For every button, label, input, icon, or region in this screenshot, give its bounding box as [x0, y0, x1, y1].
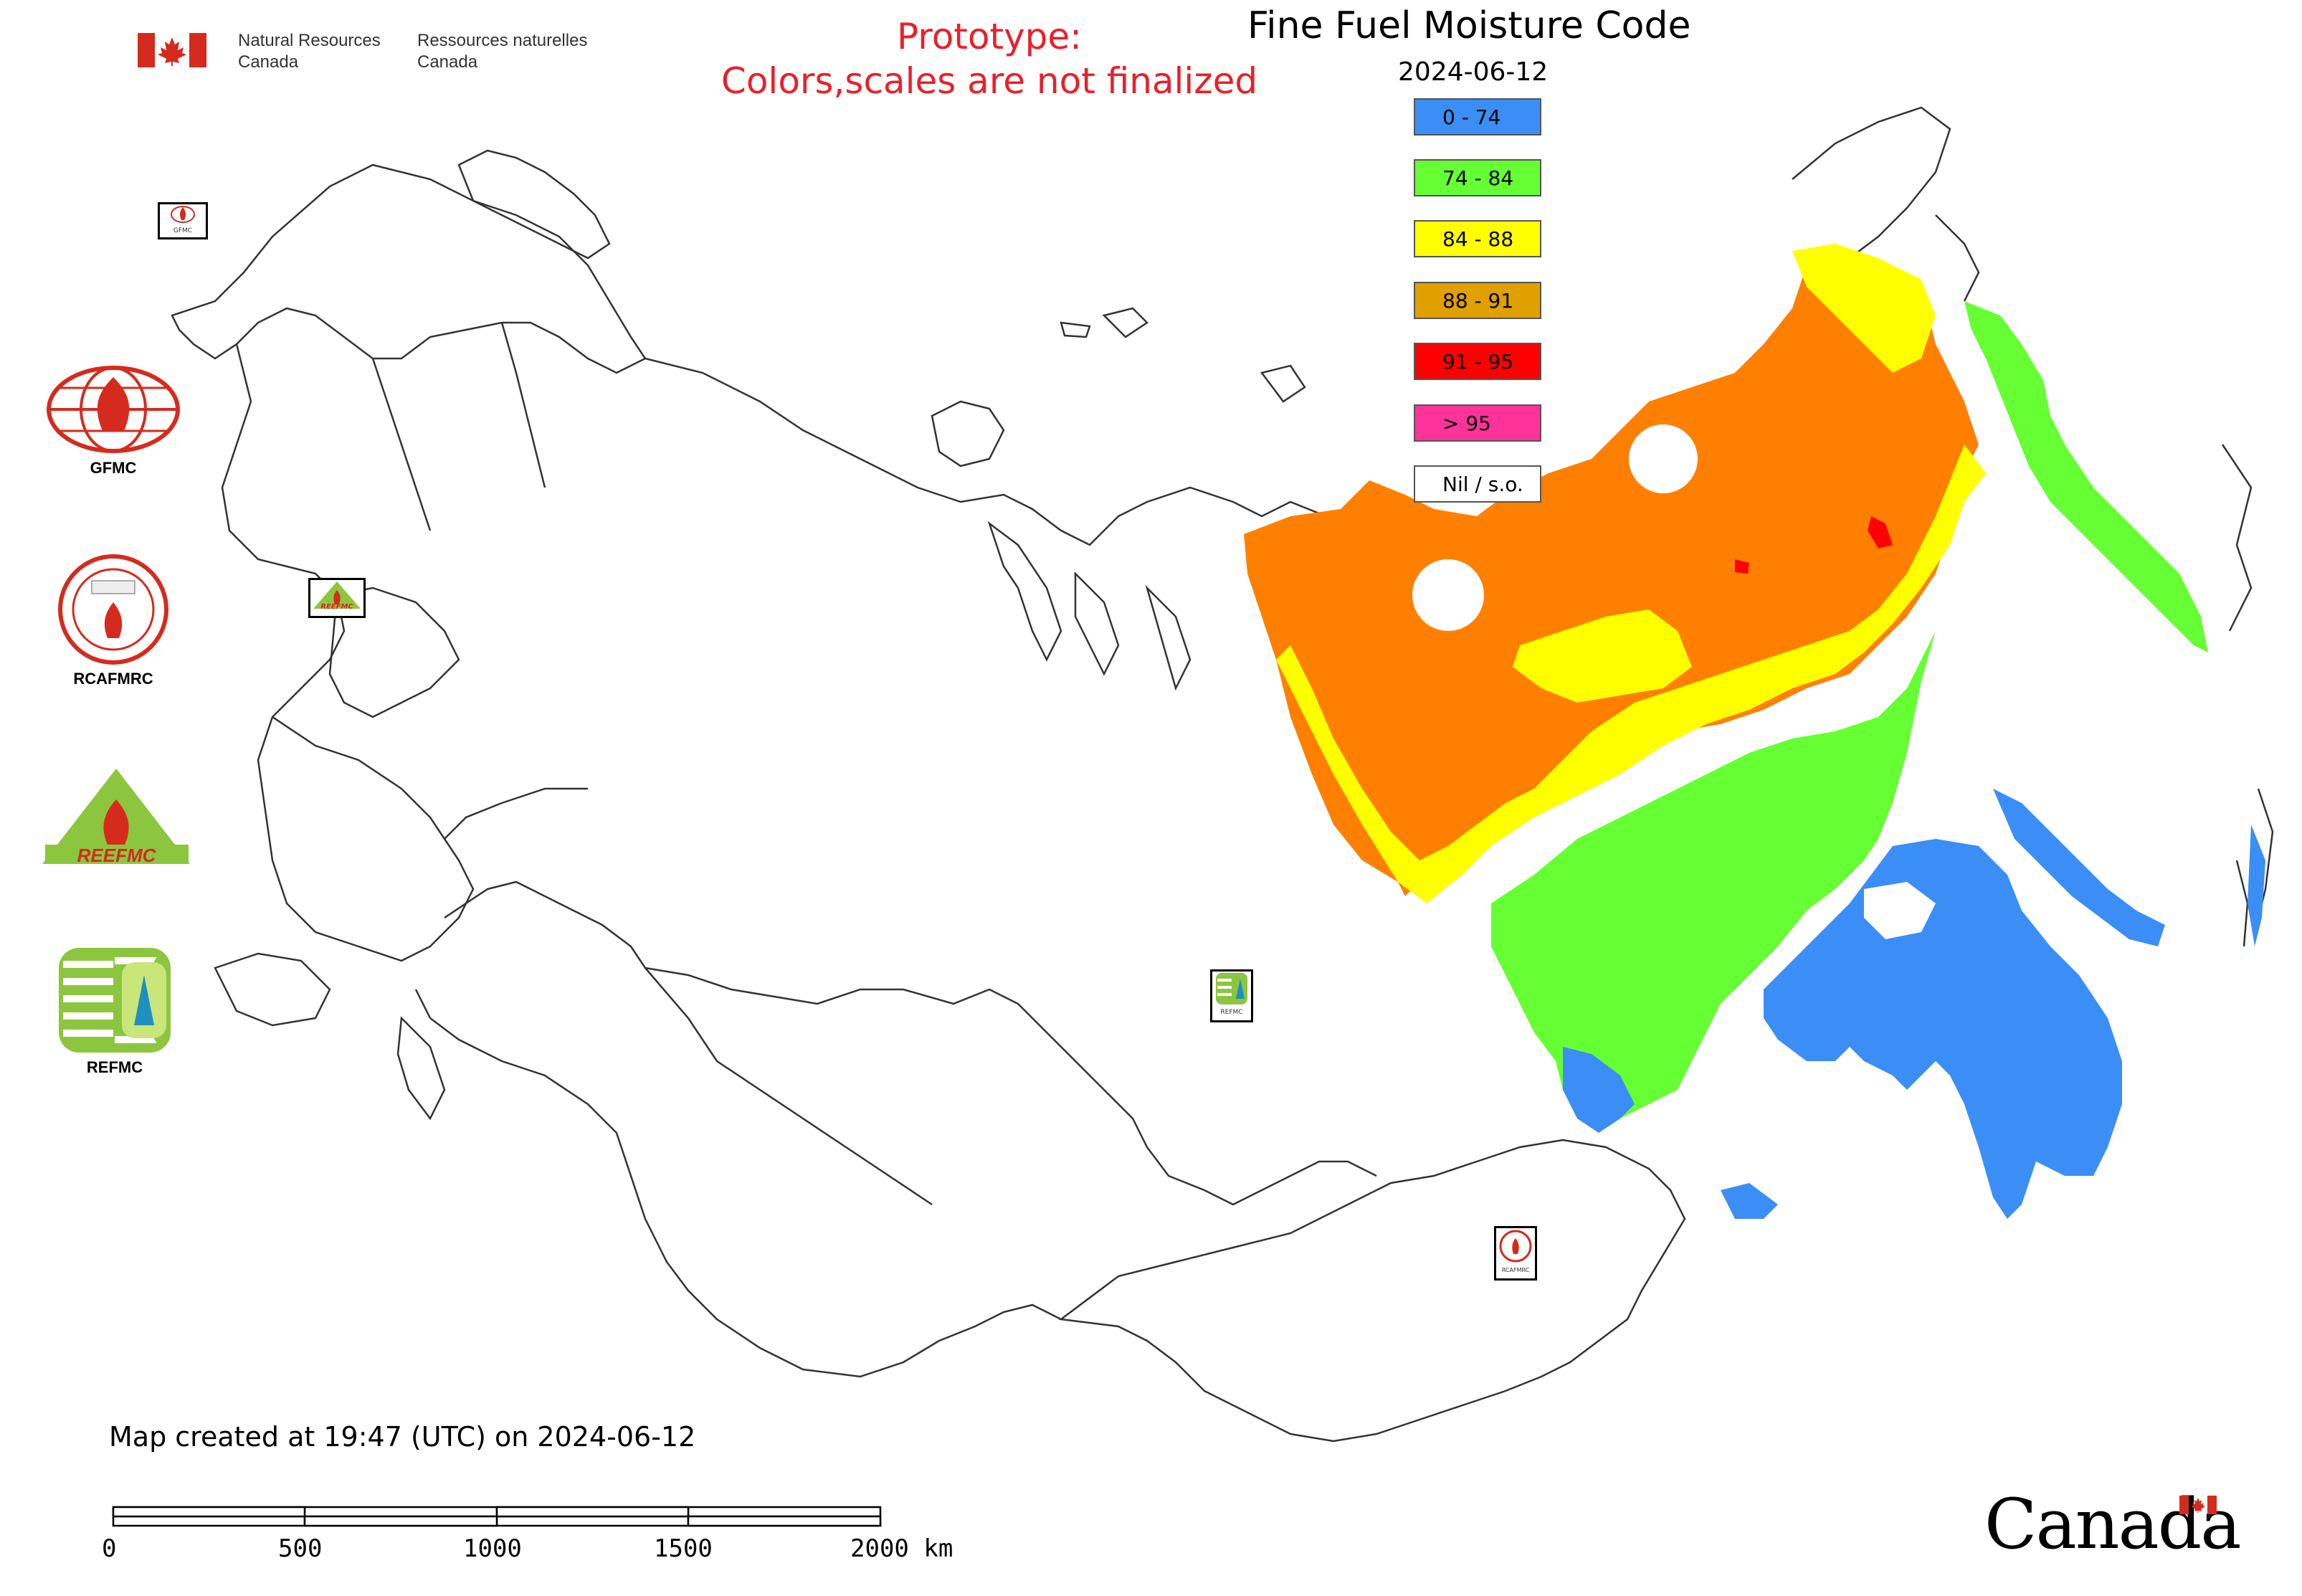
gfmc-globe-icon — [47, 366, 180, 453]
station-marker-rcafmrc: RCAFMRC — [1494, 1226, 1537, 1281]
legend-item: > 95 — [1414, 404, 1541, 442]
agency-name-fr: Ressources naturelles Canada — [417, 30, 587, 73]
station-marker-reefmc: REEFMC — [308, 578, 366, 618]
scale-tick-1000: 1000 — [463, 1534, 522, 1563]
agency-en-line1: Natural Resources — [238, 31, 381, 50]
station-marker-gfmc: GFMC — [158, 202, 208, 239]
scale-tick-2000: 2000 km — [850, 1534, 953, 1563]
legend-label: 74 - 84 — [1442, 166, 1514, 190]
ffmc-region — [1244, 244, 2265, 1219]
canada-flag-icon — [138, 33, 206, 67]
legend-item: 0 - 74 — [1414, 98, 1541, 136]
agency-fr-line2: Canada — [417, 52, 478, 72]
rcafmrc-small-label: RCAFMRC — [1501, 1267, 1530, 1273]
prototype-line-2: Colors,scales are not finalized — [720, 60, 1258, 102]
legend-label: > 95 — [1442, 411, 1491, 435]
prototype-line-1: Prototype: — [896, 16, 1083, 57]
station-marker-refmc: REFMC — [1210, 969, 1253, 1022]
agency-en-line2: Canada — [238, 52, 299, 72]
legend-label: 91 - 95 — [1442, 349, 1514, 374]
reefmc-small-label: REEFMC — [320, 603, 353, 611]
agency-fr-line1: Ressources naturelles — [417, 31, 588, 50]
country-outlines — [171, 106, 2274, 1443]
gfmc-small-icon — [171, 206, 195, 223]
canada-wordmark-text: Canada — [1984, 1484, 2241, 1564]
scale-bar — [112, 1506, 882, 1527]
map-date: 2024-06-12 — [1398, 57, 1549, 87]
reefmc-logo: REEFMC — [39, 767, 194, 868]
rcafmrc-small-icon — [1499, 1230, 1532, 1263]
rcafmrc-logo: RCAFMRC — [56, 552, 171, 688]
legend-item: 84 - 88 — [1414, 220, 1541, 257]
refmc-small-icon — [1216, 973, 1247, 1004]
nrcan-signature: Natural Resources Canada Ressources natu… — [138, 30, 604, 73]
legend-item: 91 - 95 — [1414, 343, 1541, 380]
prototype-warning: Prototype: Colors,scales are not finaliz… — [681, 14, 1298, 103]
legend-item: 74 - 84 — [1414, 159, 1541, 196]
rcafmrc-seal-icon — [58, 554, 168, 665]
agency-name-en: Natural Resources Canada — [238, 30, 381, 73]
legend-item: 88 - 91 — [1414, 282, 1541, 319]
scale-tick-0: 0 — [102, 1534, 117, 1563]
refmc-logo: REFMC — [57, 946, 172, 1077]
legend-label: 0 - 74 — [1442, 105, 1501, 129]
legend-item: Nil / s.o. — [1414, 465, 1541, 503]
wordmark-flag-icon — [2179, 1496, 2217, 1514]
legend-label: Nil / s.o. — [1442, 472, 1523, 496]
gfmc-label: GFMC — [90, 459, 137, 477]
refmc-emblem-icon — [59, 948, 171, 1053]
map-created-text: Map created at 19:47 (UTC) on 2024-06-12 — [109, 1421, 696, 1453]
rcafmrc-label: RCAFMRC — [73, 670, 153, 688]
scale-tick-1500: 1500 — [654, 1534, 713, 1563]
gfmc-small-label: GFMC — [173, 227, 193, 234]
legend-label: 88 - 91 — [1442, 288, 1514, 313]
refmc-label: REFMC — [86, 1058, 143, 1076]
scale-tick-500: 500 — [278, 1534, 323, 1563]
reefmc-triangle-icon — [42, 769, 190, 864]
canada-wordmark: Canada — [1984, 1484, 2241, 1564]
legend-label: 84 - 88 — [1442, 227, 1514, 251]
reefmc-wordmark: REEFMC — [77, 845, 156, 866]
reefmc-small-icon — [313, 581, 361, 609]
map-title: Fine Fuel Moisture Code — [1247, 4, 1691, 47]
refmc-small-label: REFMC — [1220, 1009, 1243, 1016]
gfmc-logo: GFMC — [42, 363, 185, 478]
